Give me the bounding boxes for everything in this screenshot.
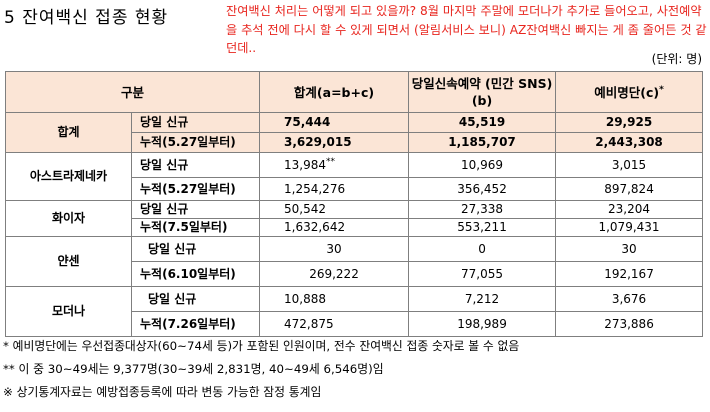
table-row: 얀센 당일 신규 30 0 30	[5, 236, 704, 287]
table-row: 합계 당일 신규 75,444 45,519 29,925	[5, 112, 704, 153]
cell-total-value: 1,632,642	[284, 220, 346, 234]
cell-reserve: 1,079,431	[555, 218, 704, 237]
cell-total-mark: **	[326, 156, 336, 167]
header-sns: 당일신속예약 (민간 SNS) (b)	[408, 71, 557, 113]
footnote-2: ** 이 중 30~49세는 9,377명(30~39세 2,831명, 40~…	[3, 362, 384, 376]
cell-total: 13,984**	[259, 152, 410, 178]
cell-sns: 7,212	[408, 286, 557, 312]
table-row: 아스트라제네카 당일 신규 13,984** 10,969 3,015	[5, 152, 704, 201]
cell-reserve: 29,925	[555, 112, 704, 133]
cell-reserve: 192,167	[555, 261, 704, 287]
header-reserve: 예비명단(c)*	[555, 71, 704, 113]
row-label: 누적(5.27일부터)	[130, 177, 261, 201]
unit-label: (단위: 명)	[651, 52, 702, 66]
row-label: 누적(7.26일부터)	[130, 311, 261, 337]
cell-sns: 1,185,707	[408, 132, 557, 153]
cell-total: 269,222	[259, 261, 410, 287]
row-label: 당일 신규	[130, 236, 261, 262]
footnote-3: ※ 상기통계자료는 예방접종등록에 따라 변동 가능한 잠정 통계임	[3, 385, 322, 399]
cell-sns: 198,989	[408, 311, 557, 337]
cell-reserve: 3,676	[555, 286, 704, 312]
group-label: 모더나	[5, 286, 132, 337]
cell-total: 50,542	[259, 200, 410, 219]
table-row: 누적(5.27일부터) 3,629,015 1,185,707 2,443,308	[6, 132, 704, 153]
row-label: 당일 신규	[130, 112, 261, 133]
cell-total-value: 10,888	[284, 291, 327, 306]
row-label: 누적(5.27일부터)	[130, 132, 261, 153]
commentary-note: 잔여백신 처리는 어떻게 되고 있을까? 8월 마지막 주말에 모더나가 추가로…	[226, 4, 707, 55]
cell-total-value: 269,222	[309, 266, 359, 281]
table-row: 누적(5.27일부터) 1,254,276 356,452 897,824	[6, 177, 704, 201]
row-label: 누적(6.10일부터)	[130, 261, 261, 287]
footnote-1: * 예비명단에는 우선접종대상자(60~74세 등)가 포함된 인원이며, 전수…	[3, 339, 520, 353]
header-total: 합계(a=b+c)	[259, 71, 410, 113]
row-label: 당일 신규	[130, 286, 261, 312]
cell-reserve: 2,443,308	[555, 132, 704, 153]
header-reserve-label: 예비명단(c)	[594, 84, 660, 100]
cell-total: 1,632,642	[259, 218, 410, 237]
table-body: 합계 당일 신규 75,444 45,519 29,925 누적(5.27일부터) 3,62…	[5, 112, 704, 337]
cell-reserve: 23,204	[555, 200, 704, 219]
cell-sns: 45,519	[408, 112, 557, 133]
cell-total-value: 1,254,276	[284, 181, 346, 196]
group-label: 화이자	[5, 200, 132, 237]
cell-sns: 27,338	[408, 200, 557, 219]
cell-total: 472,875	[259, 311, 410, 337]
table-header-row: 구분 합계(a=b+c) 당일신속예약 (민간 SNS) (b) 예비명단(c)…	[4, 71, 704, 113]
cell-total-value: 30	[326, 241, 342, 256]
table-row: 화이자 당일 신규 50,542 27,338 23,204	[5, 200, 704, 237]
table-row: 누적(7.26일부터) 472,875 198,989 273,886	[6, 311, 704, 337]
page-title: 5 잔여백신 접종 현황	[4, 8, 169, 28]
cell-total: 75,444	[259, 112, 410, 133]
cell-total: 3,629,015	[259, 132, 410, 153]
header-category: 구분	[4, 71, 261, 113]
row-label: 누적(7.5일부터)	[130, 218, 261, 237]
header-reserve-mark: *	[659, 84, 664, 95]
cell-total-value: 3,629,015	[284, 135, 352, 149]
cell-reserve: 897,824	[555, 177, 704, 201]
cell-sns: 0	[408, 236, 557, 262]
cell-sns: 356,452	[408, 177, 557, 201]
cell-total-value: 75,444	[284, 115, 331, 129]
cell-sns: 77,055	[408, 261, 557, 287]
group-label: 합계	[5, 112, 132, 153]
group-label: 아스트라제네카	[5, 152, 132, 201]
cell-total-value: 472,875	[284, 316, 334, 331]
cell-reserve: 273,886	[555, 311, 704, 337]
cell-reserve: 3,015	[555, 152, 704, 178]
cell-total-value: 13,984	[284, 157, 327, 172]
group-label: 얀센	[5, 236, 132, 287]
cell-total: 1,254,276	[259, 177, 410, 201]
row-label: 당일 신규	[130, 152, 261, 178]
vaccination-table: 구분 합계(a=b+c) 당일신속예약 (민간 SNS) (b) 예비명단(c)…	[4, 71, 704, 337]
cell-total-value: 50,542	[284, 202, 327, 216]
cell-total: 10,888	[259, 286, 410, 312]
cell-reserve: 30	[555, 236, 704, 262]
table-row: 누적(7.5일부터) 1,632,642 553,211 1,079,431	[6, 218, 704, 237]
row-label: 당일 신규	[130, 200, 261, 219]
cell-total: 30	[259, 236, 410, 262]
table-row: 모더나 당일 신규 10,888 7,212 3,676	[5, 286, 704, 337]
cell-sns: 553,211	[408, 218, 557, 237]
cell-sns: 10,969	[408, 152, 557, 178]
table-row: 누적(6.10일부터) 269,222 77,055 192,167	[6, 261, 704, 287]
